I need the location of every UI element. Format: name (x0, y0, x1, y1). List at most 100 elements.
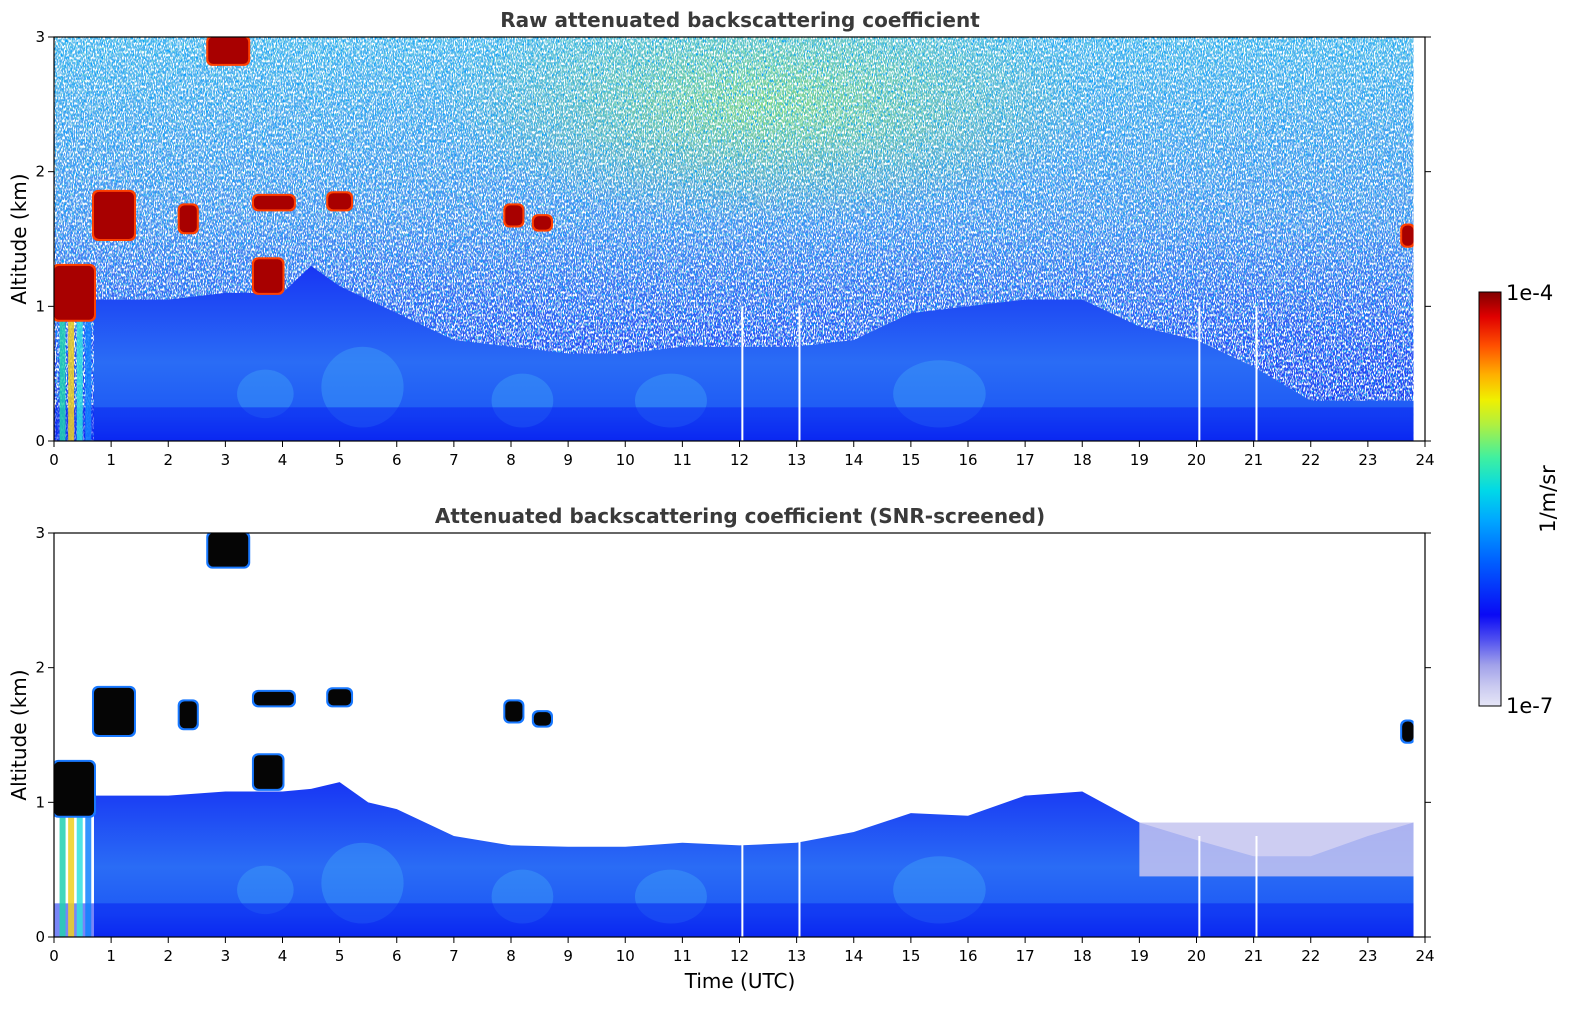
backscatter-field (54, 37, 1425, 441)
y-tick-label: 1 (35, 297, 45, 315)
no-data-region (1413, 37, 1425, 441)
x-tick-label: 3 (221, 451, 231, 469)
x-tick-label: 11 (673, 947, 692, 965)
data-gap (798, 836, 801, 937)
colorbar-unit-label: 1/m/sr (1536, 465, 1560, 533)
x-tick-label: 0 (49, 451, 59, 469)
y-tick-label: 1 (35, 793, 45, 811)
x-tick-label: 13 (787, 451, 806, 469)
x-tick-label: 23 (1358, 947, 1377, 965)
x-tick-label: 10 (616, 451, 635, 469)
cloud (253, 755, 283, 789)
x-tick-label: 14 (844, 947, 863, 965)
cloud (93, 191, 134, 239)
y-axis-ticks: 0 1 2 3 (35, 524, 1431, 946)
x-tick-label: 22 (1301, 451, 1320, 469)
cloud (1402, 721, 1414, 742)
x-tick-label: 4 (278, 451, 288, 469)
x-tick-label: 12 (730, 451, 749, 469)
chart-title: Raw attenuated backscattering coefficien… (500, 8, 980, 32)
x-tick-label: 19 (1130, 451, 1149, 469)
data-gap (1198, 306, 1201, 441)
cloud (328, 193, 352, 210)
x-tick-label: 11 (673, 451, 692, 469)
boundary-layer (93, 265, 1414, 441)
chart-title: Attenuated backscattering coefficient (S… (435, 504, 1045, 528)
x-tick-label: 12 (730, 947, 749, 965)
data-gap (1198, 836, 1201, 937)
y-tick-label: 2 (35, 659, 45, 677)
x-tick-label: 16 (958, 451, 977, 469)
x-tick-label: 6 (392, 947, 402, 965)
x-tick-label: 17 (1016, 947, 1035, 965)
x-tick-label: 23 (1358, 451, 1377, 469)
x-tick-label: 3 (221, 947, 231, 965)
x-tick-label: 20 (1187, 451, 1206, 469)
x-tick-label: 6 (392, 451, 402, 469)
y-tick-label: 3 (35, 28, 45, 46)
y-axis-label: Altitude (km) (7, 173, 31, 304)
x-axis-label: Time (UTC) (684, 969, 796, 993)
x-tick-label: 15 (901, 451, 920, 469)
x-tick-label: 15 (901, 947, 920, 965)
x-tick-label: 1 (106, 947, 116, 965)
x-tick-label: 18 (1073, 947, 1092, 965)
aerosol-plume (237, 865, 294, 915)
x-tick-label: 8 (506, 451, 516, 469)
x-tick-label: 7 (449, 947, 459, 965)
cloud (54, 265, 94, 320)
colorbar: 1e-4 1e-7 1/m/sr (1478, 281, 1560, 718)
x-tick-label: 21 (1244, 451, 1263, 469)
y-tick-label: 2 (35, 163, 45, 181)
x-tick-label: 17 (1016, 451, 1035, 469)
x-tick-label: 1 (106, 451, 116, 469)
x-tick-label: 7 (449, 451, 459, 469)
cloud (1402, 225, 1414, 246)
x-tick-label: 21 (1244, 947, 1263, 965)
cloud (533, 712, 551, 726)
x-tick-label: 24 (1415, 451, 1434, 469)
x-tick-label: 0 (49, 947, 59, 965)
x-tick-label: 10 (616, 947, 635, 965)
cloud (93, 687, 134, 735)
aerosol-plume (321, 346, 404, 428)
x-tick-label: 14 (844, 451, 863, 469)
y-tick-label: 0 (35, 928, 45, 946)
x-tick-label: 5 (335, 451, 345, 469)
x-axis-ticks: 0 1 2 3 4 5 6 7 8 9 10 11 12 13 14 15 16 17 18 19 20 21 22 23 24 (49, 937, 1435, 965)
cloud (179, 701, 197, 729)
x-tick-label: 18 (1073, 451, 1092, 469)
x-tick-label: 2 (163, 947, 173, 965)
data-gap (1255, 836, 1258, 937)
x-tick-label: 9 (563, 947, 573, 965)
data-gap (1255, 306, 1258, 441)
boundary-layer (93, 782, 1414, 937)
cloud (179, 205, 197, 233)
y-axis-ticks: 0 1 2 3 (35, 28, 1431, 450)
data-gap (798, 306, 801, 441)
x-tick-label: 13 (787, 947, 806, 965)
cloud (328, 689, 352, 706)
cloud (505, 205, 523, 226)
data-gap (741, 306, 744, 441)
x-tick-label: 16 (958, 947, 977, 965)
cloud (208, 37, 249, 64)
aerosol-plume (237, 369, 294, 419)
cloud (253, 259, 283, 293)
rain-streak (85, 292, 92, 441)
backscatter-field (54, 533, 1425, 937)
rain-streak (76, 788, 83, 937)
cloud (208, 533, 249, 567)
x-tick-label: 24 (1415, 947, 1434, 965)
raw-backscatter-panel: Raw attenuated backscattering coefficien… (7, 8, 1435, 469)
rain-streak (59, 788, 66, 937)
rain-streak (68, 788, 75, 937)
cloud (253, 691, 294, 706)
no-data-region (1413, 533, 1425, 937)
x-tick-label: 8 (506, 947, 516, 965)
rain-streak (68, 292, 75, 441)
y-tick-label: 3 (35, 524, 45, 542)
x-tick-label: 4 (278, 947, 288, 965)
faint-aerosol-layer (1139, 822, 1414, 877)
